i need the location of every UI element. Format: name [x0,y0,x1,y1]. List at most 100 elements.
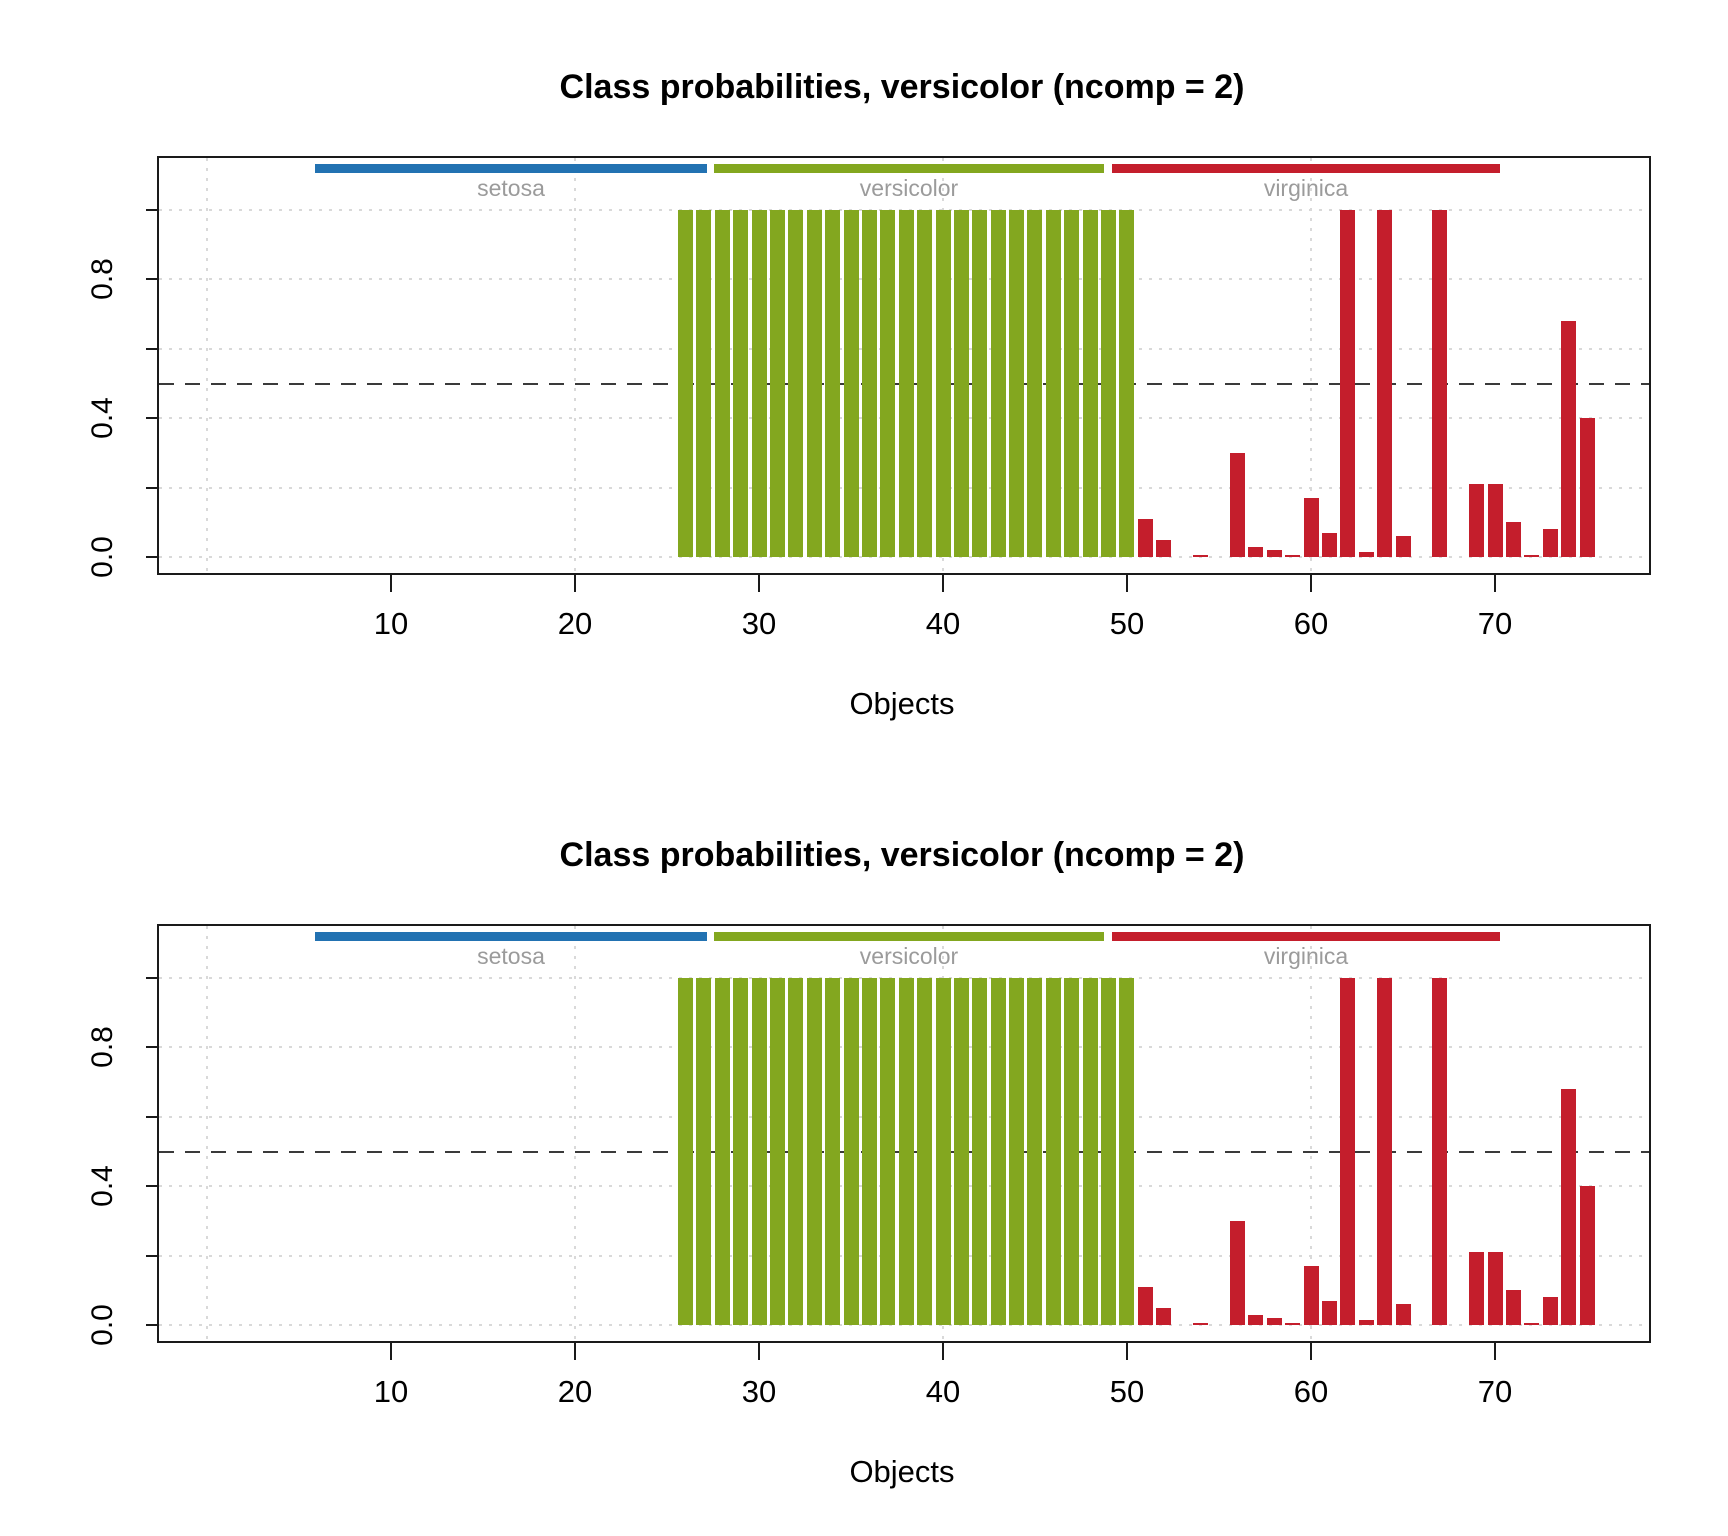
y-axis-tick-label: 0.8 [86,258,119,301]
y-axis-tick [146,1254,159,1257]
bottom-chart: Class probabilities, versicolor (ncomp =… [0,768,1728,1536]
x-axis-tick-label: 60 [1293,1374,1329,1409]
probability-bar [1506,1290,1521,1325]
y-axis-tick [146,977,159,979]
probability-bar [1396,536,1411,557]
probability-bar [1285,555,1300,557]
x-axis-tick-label: 50 [1109,1374,1145,1409]
probability-bar [1119,978,1134,1325]
x-axis-tick [942,573,944,592]
probability-bar [936,978,951,1325]
probability-bar [862,978,877,1325]
plot-area: setosa versicolor virginica 0.0 0.4 0.8 10 20 30… [86,156,1651,641]
probability-bar [1046,210,1061,557]
probability-bar [770,978,785,1325]
setosa-class-label: setosa [477,175,545,201]
probability-bar [917,978,932,1325]
probability-bar [1285,1323,1300,1325]
probability-bar [844,210,859,557]
probability-bar [1267,550,1282,557]
probability-bar [1009,210,1024,557]
probability-bar [1156,1308,1171,1325]
probability-bar [1432,978,1447,1325]
x-axis-tick-label: 10 [373,1374,409,1409]
x-axis-tick [1310,573,1312,592]
x-axis-tick-label: 70 [1477,1374,1513,1409]
probability-bar [954,210,969,557]
probability-bar [1027,210,1042,557]
probability-bar [696,210,711,557]
x-axis-tick-label: 20 [557,606,593,641]
y-axis-tick [146,347,159,350]
probability-bar [1359,1320,1374,1325]
x-axis-tick [942,1341,944,1360]
probability-bar [1119,210,1134,557]
y-axis-tick-label: 0.4 [86,397,119,440]
probability-bar [1304,498,1319,557]
probability-bar [1009,978,1024,1325]
virginica-class-strip [1112,932,1500,941]
probability-bar [770,210,785,557]
probability-bar [696,978,711,1325]
y-axis-tick [146,556,159,558]
y-axis-tick-label: 0.0 [86,1304,119,1346]
probability-bar [1083,210,1098,557]
v-gridline [574,926,576,1341]
y-axis-tick-label: 0.0 [86,536,119,578]
probability-bar [1156,540,1171,557]
x-axis-tick-label: 40 [925,1374,961,1409]
versicolor-class-strip [714,164,1104,173]
probability-bar [1101,210,1116,557]
probability-bar [1267,1318,1282,1325]
probability-bar [1138,1287,1153,1325]
probability-bar [1046,978,1061,1325]
chart-title: Class probabilities, versicolor (ncomp =… [559,836,1245,874]
y-axis-tick-label: 0.8 [86,1026,119,1069]
probability-bar [1064,210,1079,557]
probability-bar [1083,978,1098,1325]
probability-bar [1396,1304,1411,1325]
versicolor-class-label: versicolor [859,175,959,201]
v-gridline [206,926,208,1341]
y-axis-tick [146,417,159,420]
x-axis-tick [758,1341,760,1360]
probability-bar [1193,1323,1208,1325]
probability-bar [1488,484,1503,557]
v-gridline [206,158,208,573]
versicolor-class-strip [714,932,1104,941]
top-chart: Class probabilities, versicolor (ncomp =… [86,68,1651,721]
probability-bar [1580,418,1595,557]
probability-bar [1230,1221,1245,1325]
x-axis-tick-label: 30 [741,606,777,641]
x-axis-tick [390,573,392,592]
probability-bar [991,978,1006,1325]
probability-bar [954,978,969,1325]
probability-bar [1304,1266,1319,1325]
x-axis-tick-label: 60 [1293,606,1329,641]
probability-bar [1524,555,1539,557]
probability-bar [972,210,987,557]
probability-bar [844,978,859,1325]
versicolor-class-label: versicolor [859,943,959,969]
probability-bar [1193,555,1208,557]
x-axis-tick [574,1341,576,1360]
x-axis-tick-label: 40 [925,606,961,641]
probability-bar [807,978,822,1325]
probability-bar [1248,1315,1263,1325]
x-axis-tick-label: 50 [1109,606,1145,641]
probability-bar [715,210,730,557]
probability-bar [1524,1323,1539,1325]
virginica-class-label: virginica [1263,175,1349,201]
probability-bar [880,210,895,557]
setosa-class-label: setosa [477,943,545,969]
probability-bar [1506,522,1521,557]
chart-title: Class probabilities, versicolor (ncomp =… [559,68,1245,106]
probability-bar [1488,1252,1503,1325]
y-axis-tick [146,486,159,489]
probability-bar [733,210,748,557]
probability-bar [1138,519,1153,557]
probability-bar [715,978,730,1325]
probability-bar [1377,210,1392,557]
y-axis-tick [146,278,159,281]
x-axis-tick [1310,1341,1312,1360]
